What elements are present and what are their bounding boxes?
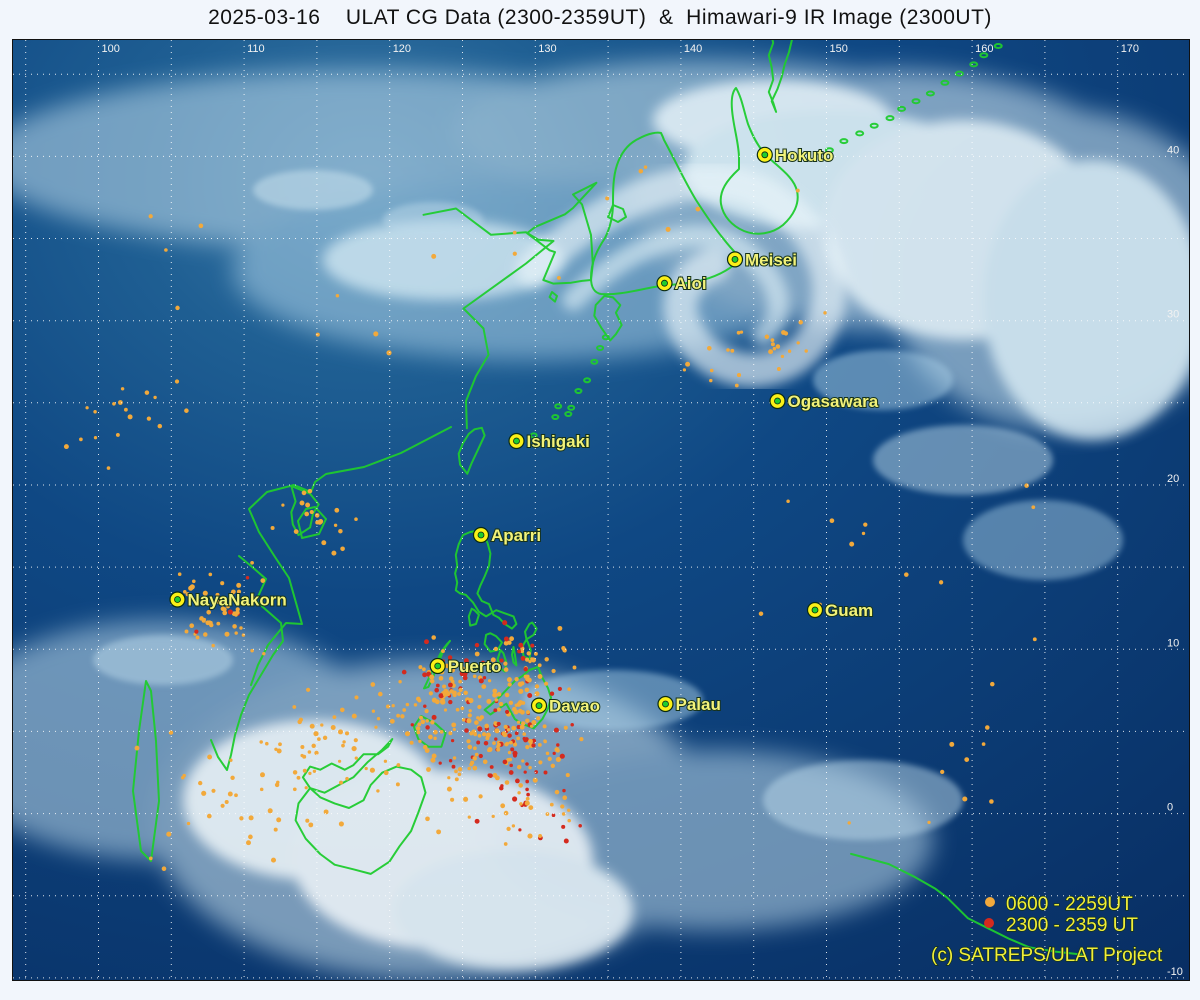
svg-text:Davao: Davao (549, 697, 600, 716)
svg-text:2300 - 2359 UT: 2300 - 2359 UT (1006, 915, 1138, 936)
svg-text:120: 120 (393, 43, 411, 55)
svg-text:140: 140 (684, 43, 702, 55)
svg-text:Puerto: Puerto (448, 657, 502, 676)
svg-text:NayaNakorn: NayaNakorn (188, 591, 287, 610)
svg-text:100: 100 (102, 43, 120, 55)
svg-text:Ishigaki: Ishigaki (527, 432, 590, 451)
svg-text:150: 150 (830, 43, 848, 55)
svg-text:170: 170 (1121, 43, 1139, 55)
svg-text:-10: -10 (1167, 966, 1183, 978)
svg-text:0600 - 2259UT: 0600 - 2259UT (1006, 894, 1133, 915)
svg-text:20: 20 (1167, 473, 1179, 485)
svg-text:Aparri: Aparri (491, 526, 541, 545)
svg-text:40: 40 (1167, 144, 1179, 156)
svg-text:Aioi: Aioi (675, 274, 707, 293)
svg-text:160: 160 (975, 43, 993, 55)
svg-text:130: 130 (538, 43, 556, 55)
svg-text:110: 110 (247, 43, 265, 55)
svg-text:Guam: Guam (825, 601, 873, 620)
svg-text:10: 10 (1167, 637, 1179, 649)
svg-text:Hokuto: Hokuto (775, 146, 834, 165)
svg-text:(c) SATREPS/ULAT Project: (c) SATREPS/ULAT Project (931, 945, 1163, 966)
svg-text:Palau: Palau (676, 695, 721, 714)
svg-text:Meisei: Meisei (745, 250, 797, 269)
svg-text:0: 0 (1167, 802, 1173, 814)
svg-text:30: 30 (1167, 309, 1179, 321)
svg-text:Ogasawara: Ogasawara (788, 392, 879, 411)
